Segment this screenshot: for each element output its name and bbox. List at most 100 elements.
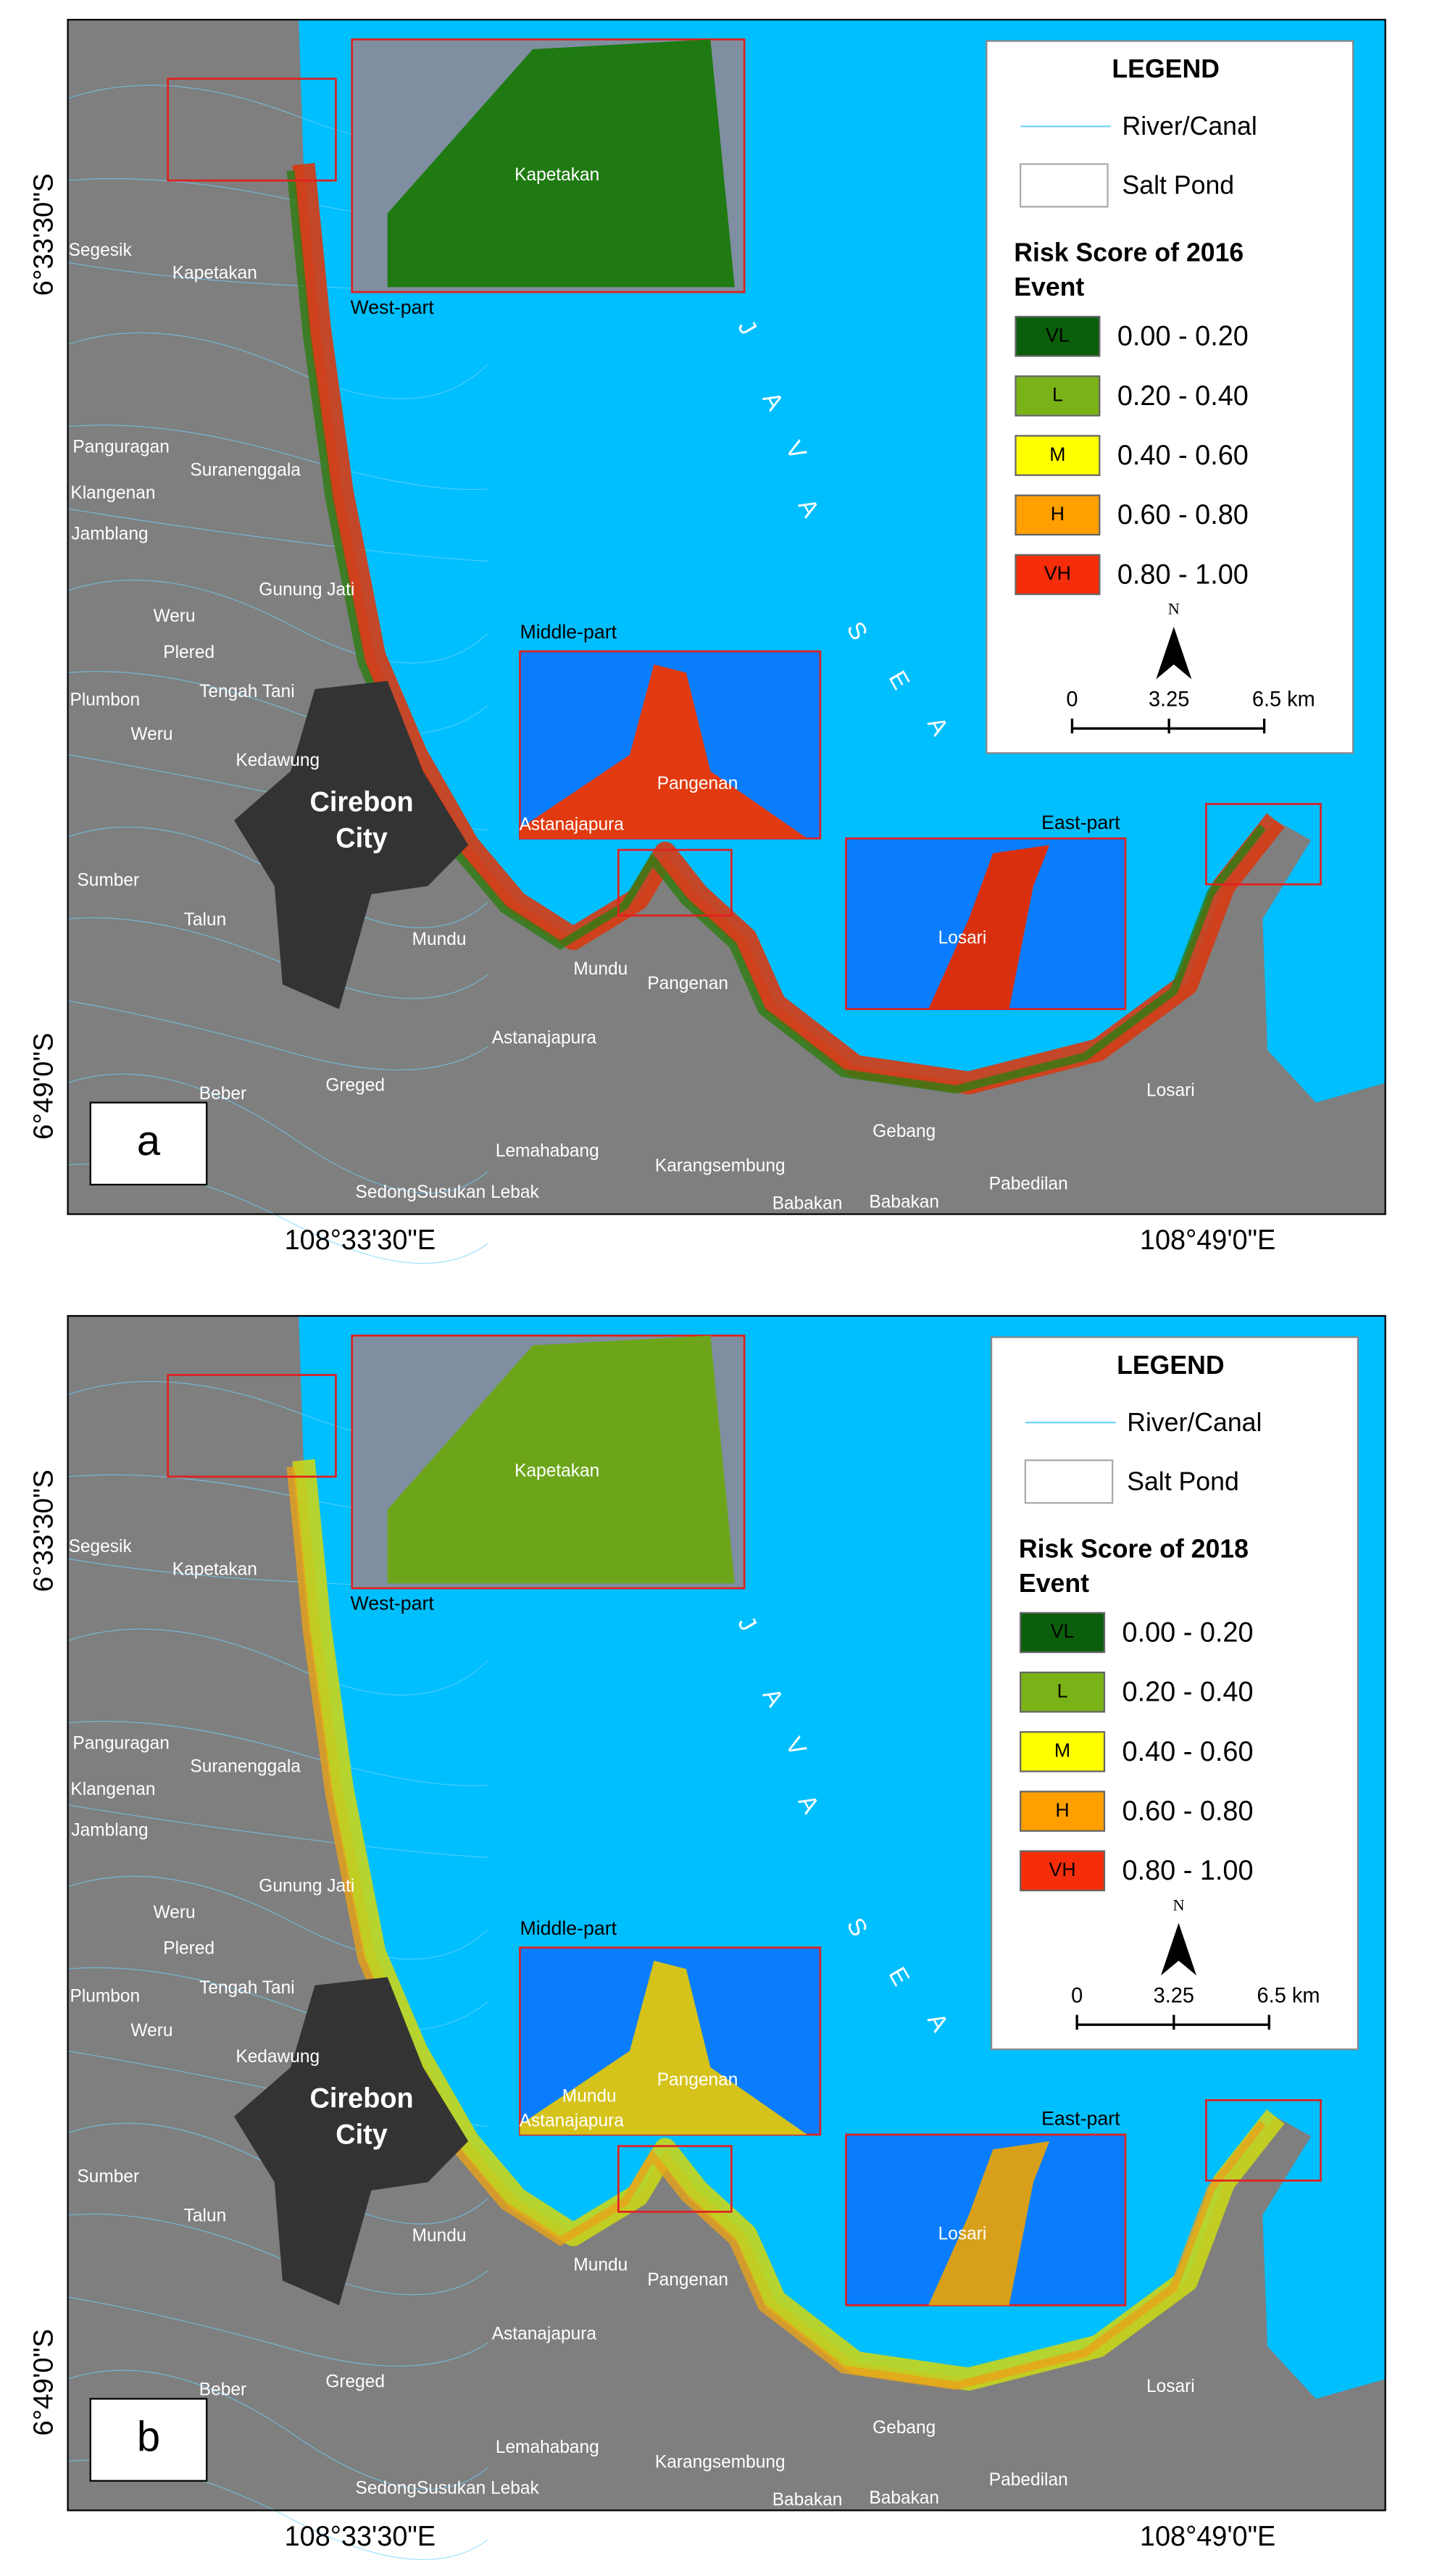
- place-name: Jamblang: [71, 1820, 148, 1840]
- inset-land: [520, 1960, 808, 2135]
- place-name: Sumber: [77, 870, 139, 890]
- place-name: Weru: [130, 725, 172, 744]
- north-arrow: [1156, 626, 1192, 680]
- place-name: Pangenan: [647, 974, 728, 993]
- river: [67, 2296, 488, 2367]
- legend-range: 0.00 - 0.20: [1122, 1617, 1254, 1648]
- place-name: Kedawung: [236, 2047, 320, 2067]
- place-name: Kapetakan: [515, 165, 599, 185]
- legend-code: L: [1057, 1680, 1068, 1701]
- river: [67, 2369, 488, 2490]
- latitude-label: 6°49'0"S: [28, 2329, 59, 2436]
- place-name: Babakan: [772, 1193, 843, 1213]
- legend-range: 0.20 - 0.40: [1117, 380, 1249, 412]
- scale-label: 0: [1071, 1984, 1083, 2007]
- place-name: Segesik: [69, 1537, 133, 1556]
- land: [67, 1315, 1386, 2511]
- inset-locator: [1205, 803, 1322, 885]
- place-name: Kapetakan: [172, 264, 257, 283]
- longitude-label: 108°33'30"E: [285, 1225, 436, 1256]
- inset-land: [928, 2141, 1050, 2306]
- river: [67, 1000, 488, 1071]
- place-name: Pangenan: [647, 2270, 728, 2290]
- legend-risk-title: Risk Score of 2018: [1019, 1533, 1249, 1563]
- place-name: Losari: [1146, 1080, 1195, 1100]
- place-name: Gunung Jati: [259, 580, 354, 600]
- place-name: Karangsembung: [655, 1156, 786, 1175]
- legend-item: Salt Pond: [1127, 1466, 1239, 1496]
- legend-swatch: [1015, 435, 1101, 476]
- place-name: Babakan: [869, 2488, 939, 2508]
- map-panel: West-part Middle-part East-part Segesik Kape…: [28, 1314, 1386, 2560]
- place-name: Kedawung: [236, 751, 320, 770]
- river: [67, 425, 488, 491]
- legend-swatch: [1020, 1850, 1106, 1892]
- scale-label: 6.5 km: [1252, 688, 1315, 711]
- place-name: Beber: [199, 1084, 246, 1104]
- place-name: Weru: [154, 1903, 196, 1922]
- place-name: Losari: [1146, 2377, 1195, 2396]
- legend-range: 0.60 - 0.80: [1117, 499, 1249, 530]
- legend-range: 0.60 - 0.80: [1122, 1796, 1254, 1827]
- panel-label-box: [89, 2398, 208, 2482]
- cirebon-city: [234, 680, 469, 1009]
- panel-label: b: [137, 2413, 160, 2461]
- place-name: Mundu: [412, 2226, 467, 2246]
- place-name: Talun: [184, 2206, 227, 2226]
- place-name: Mundu: [412, 930, 467, 949]
- inset-label: Middle-part: [520, 621, 617, 643]
- legend-range: 0.20 - 0.40: [1122, 1676, 1254, 1707]
- cirebon-city: [234, 1977, 469, 2306]
- scale-label: 3.25: [1154, 1984, 1194, 2007]
- place-name: Lemahabang: [496, 1141, 599, 1161]
- panel-label-box: [89, 1101, 208, 1185]
- frame: [67, 19, 1386, 1215]
- legend-swatch: [1020, 1671, 1106, 1713]
- river: [67, 1967, 488, 2031]
- place-name: Losari: [938, 928, 987, 948]
- legend-item: River/Canal: [1127, 1407, 1262, 1437]
- legend-code: H: [1051, 503, 1065, 525]
- legend-code: VL: [1051, 1620, 1075, 1642]
- place-name: Greged: [325, 1075, 385, 1095]
- legend-risk-title: Event: [1014, 272, 1084, 301]
- place-name: Mundu: [573, 959, 628, 979]
- legend-code: M: [1054, 1739, 1070, 1761]
- place-name: Plumbon: [70, 1986, 141, 2006]
- place-name: Babakan: [869, 1192, 939, 1212]
- place-name: Talun: [184, 910, 227, 930]
- place-name: Greged: [325, 2372, 385, 2391]
- scale-label: 6.5 km: [1257, 1984, 1320, 2007]
- legend-item: Salt Pond: [1122, 170, 1235, 199]
- coastal-risk-inner: [286, 1466, 1266, 2390]
- place-name: Astanajapura: [520, 814, 625, 834]
- frame: [67, 1314, 1386, 2512]
- river: [67, 671, 488, 735]
- legend-code: VH: [1049, 1859, 1076, 1880]
- panel-label: a: [137, 1117, 161, 1164]
- legend-swatch: [1015, 375, 1101, 417]
- place-name: Tengah Tani: [199, 1978, 295, 1998]
- north-label: N: [1172, 1896, 1184, 1914]
- city-name: Cirebon: [310, 786, 414, 817]
- place-name: Sumber: [77, 2167, 139, 2186]
- legend-code: VH: [1044, 562, 1071, 584]
- legend-swatch: [1020, 1791, 1106, 1832]
- place-name: Pabedilan: [989, 1174, 1068, 1193]
- legend: LEGEND River/Canal Salt Pond Risk Score of …: [986, 40, 1354, 754]
- place-name: Plered: [163, 1938, 214, 1958]
- scale-label: 3.25: [1149, 688, 1189, 711]
- place-name: Panguragan: [72, 1733, 169, 1753]
- inset-land: [387, 39, 735, 288]
- city-name: City: [336, 2119, 388, 2150]
- latitude-label: 6°49'0"S: [28, 1033, 59, 1140]
- place-name: Mundu: [562, 2086, 617, 2106]
- place-name: Klangenan: [70, 483, 155, 503]
- longitude-label: 108°49'0"E: [1140, 1225, 1275, 1256]
- legend-swatch: [1015, 315, 1101, 357]
- inset-land: [928, 845, 1050, 1009]
- north-label: N: [1168, 599, 1180, 617]
- place-name: Losari: [938, 2224, 987, 2243]
- place-name: Plered: [163, 643, 214, 662]
- place-name: SedongSusukan Lebak: [356, 2478, 540, 2498]
